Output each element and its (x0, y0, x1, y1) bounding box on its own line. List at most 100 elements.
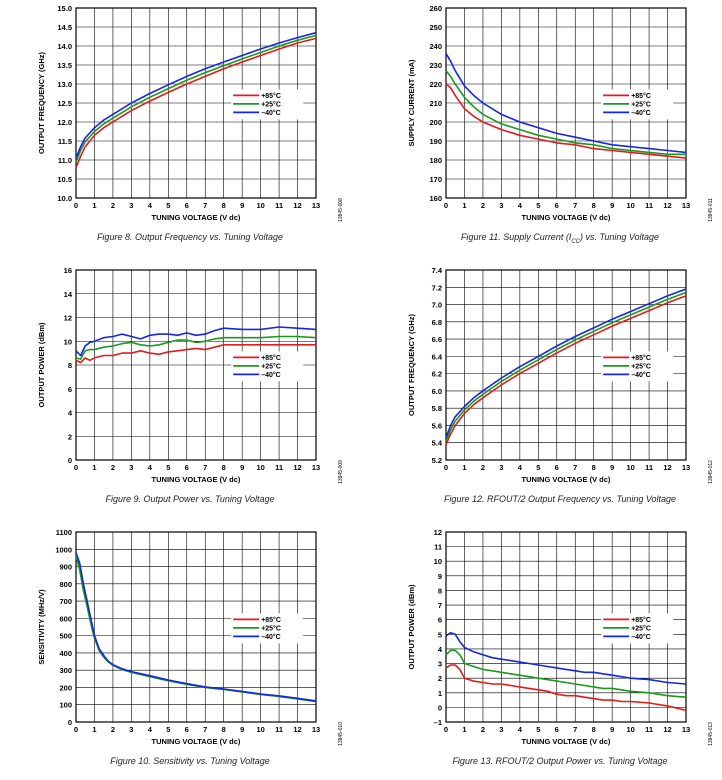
y-tick-label: 6 (438, 616, 442, 625)
x-tick-label: 3 (499, 725, 503, 734)
x-tick-label: 2 (481, 725, 485, 734)
x-tick-label: 1 (462, 463, 466, 472)
caption-tail: ) vs. Tuning Voltage (580, 232, 660, 242)
series-line-2 (75, 326, 317, 357)
x-tick-label: 13 (312, 725, 320, 734)
plot-frame (75, 531, 317, 723)
x-tick-label: 12 (293, 463, 301, 472)
y-tick-label: 100 (59, 701, 72, 710)
y-tick-label: 800 (59, 580, 72, 589)
x-tick-label: 3 (499, 463, 503, 472)
y-tick-label: 8 (68, 361, 72, 370)
plot-frame (445, 531, 687, 723)
legend-label: +25°C (631, 362, 651, 370)
y-tick-label: 210 (429, 99, 442, 108)
y-tick-label: 10.5 (57, 175, 72, 184)
y-tick-label: 5.6 (432, 421, 442, 430)
y-tick-label: 7.4 (432, 266, 443, 275)
series-line-0 (445, 83, 687, 159)
y-tick-label: 1100 (56, 528, 72, 537)
x-tick-label: 8 (222, 201, 226, 210)
y-tick-label: 10 (64, 337, 72, 346)
x-axis-label: TUNING VOLTAGE (V dc) (522, 475, 611, 484)
y-tick-label: 500 (59, 632, 72, 641)
x-tick-label: 7 (573, 201, 577, 210)
x-tick-label: 9 (240, 463, 244, 472)
y-axis-label: OUTPUT POWER (dBm) (407, 584, 416, 669)
legend: +85°C+25°C–40°C (601, 351, 674, 382)
legend-label: +85°C (261, 92, 281, 100)
chart-svg: 0 1 2 3 4 5 6 7 8 9 10 11 12 130100200300400500600700… (37, 528, 344, 746)
y-tick-label: 4 (68, 409, 73, 418)
x-tick-label: 2 (111, 463, 115, 472)
x-tick-label: 4 (518, 201, 523, 210)
chart-svg: 0 1 2 3 4 5 6 7 8 9 10 11 12 135.25.45.65.86.06.26.46… (407, 266, 714, 484)
y-tick-label: 11.5 (58, 137, 72, 146)
caption-text: Figure 11. Supply Current (I (460, 232, 572, 242)
x-tick-label: 13 (312, 201, 320, 210)
legend-label: +85°C (261, 616, 281, 624)
x-axis-label: TUNING VOLTAGE (V dc) (152, 475, 241, 484)
y-tick-label: 6.4 (432, 352, 443, 361)
legend: +85°C+25°C–40°C (231, 351, 304, 382)
series-line-0 (445, 664, 687, 712)
y-tick-label: 200 (59, 683, 72, 692)
x-tick-label: 4 (148, 201, 153, 210)
y-tick-label: 160 (429, 194, 442, 203)
x-tick-label: 0 (444, 201, 448, 210)
x-tick-label: 7 (573, 725, 577, 734)
x-tick-label: 5 (166, 201, 170, 210)
series-line-2 (445, 288, 687, 438)
x-tick-label: 7 (203, 725, 207, 734)
y-tick-label: 0 (68, 718, 72, 727)
y-tick-label: 240 (429, 42, 442, 51)
series-line-0 (445, 295, 687, 445)
x-tick-label: 1 (462, 725, 466, 734)
y-tick-label: 6 (68, 385, 72, 394)
y-tick-label: 11.0 (58, 156, 72, 165)
y-tick-label: 7.0 (432, 301, 442, 310)
figure-id: 13845-013 (708, 722, 714, 746)
y-axis-label: OUTPUT FREQUENCY (GHz) (407, 314, 416, 416)
series-line-2 (445, 53, 687, 154)
y-tick-label: 4 (438, 645, 443, 654)
x-tick-label: 5 (536, 725, 540, 734)
caption-subscript: CC (571, 238, 580, 245)
x-axis-label: TUNING VOLTAGE (V dc) (522, 737, 611, 746)
y-tick-label: 260 (429, 4, 442, 13)
y-tick-label: 10.0 (57, 194, 72, 203)
y-tick-label: 13.0 (57, 80, 72, 89)
y-tick-label: 5.4 (432, 439, 443, 448)
legend-label: –40°C (631, 633, 651, 641)
x-tick-label: 8 (592, 725, 596, 734)
legend-label: +25°C (631, 100, 651, 108)
legend: +85°C+25°C–40°C (231, 89, 304, 120)
chart-svg: 0 1 2 3 4 5 6 7 8 9 10 11 12 13–10123456789101112TUNI… (407, 528, 714, 746)
x-tick-label: 6 (555, 463, 559, 472)
x-tick-label: 6 (185, 725, 189, 734)
chart-panel-fig13: 0 1 2 3 4 5 6 7 8 9 10 11 12 13 –1 0 1 2 3 4 5 6 7 8 9 10 11 12 TUNI… (370, 524, 720, 756)
legend-label: +85°C (631, 92, 651, 100)
series-line-2 (445, 632, 687, 685)
y-tick-label: 12.0 (57, 118, 72, 127)
y-tick-label: 11 (434, 543, 442, 552)
y-tick-label: 7 (438, 601, 442, 610)
x-tick-label: 6 (185, 463, 189, 472)
plot-frame (445, 269, 687, 461)
figure-id: 13845-010 (338, 722, 344, 746)
chart-svg: 0 1 2 3 4 5 6 7 8 9 10 11 12 131601701801902002102202… (407, 4, 714, 222)
x-tick-label: 10 (626, 201, 634, 210)
plot-frame (445, 7, 687, 199)
x-tick-label: 0 (444, 725, 448, 734)
x-tick-label: 2 (111, 201, 115, 210)
y-tick-label: 1 (438, 689, 442, 698)
legend-label: –40°C (261, 633, 281, 641)
x-tick-label: 12 (663, 201, 671, 210)
x-tick-label: 10 (256, 725, 264, 734)
y-tick-label: 5.8 (432, 404, 442, 413)
x-tick-label: 11 (275, 463, 283, 472)
legend-label: –40°C (631, 109, 651, 117)
legend-label: +25°C (261, 100, 281, 108)
plot-frame (75, 7, 317, 199)
